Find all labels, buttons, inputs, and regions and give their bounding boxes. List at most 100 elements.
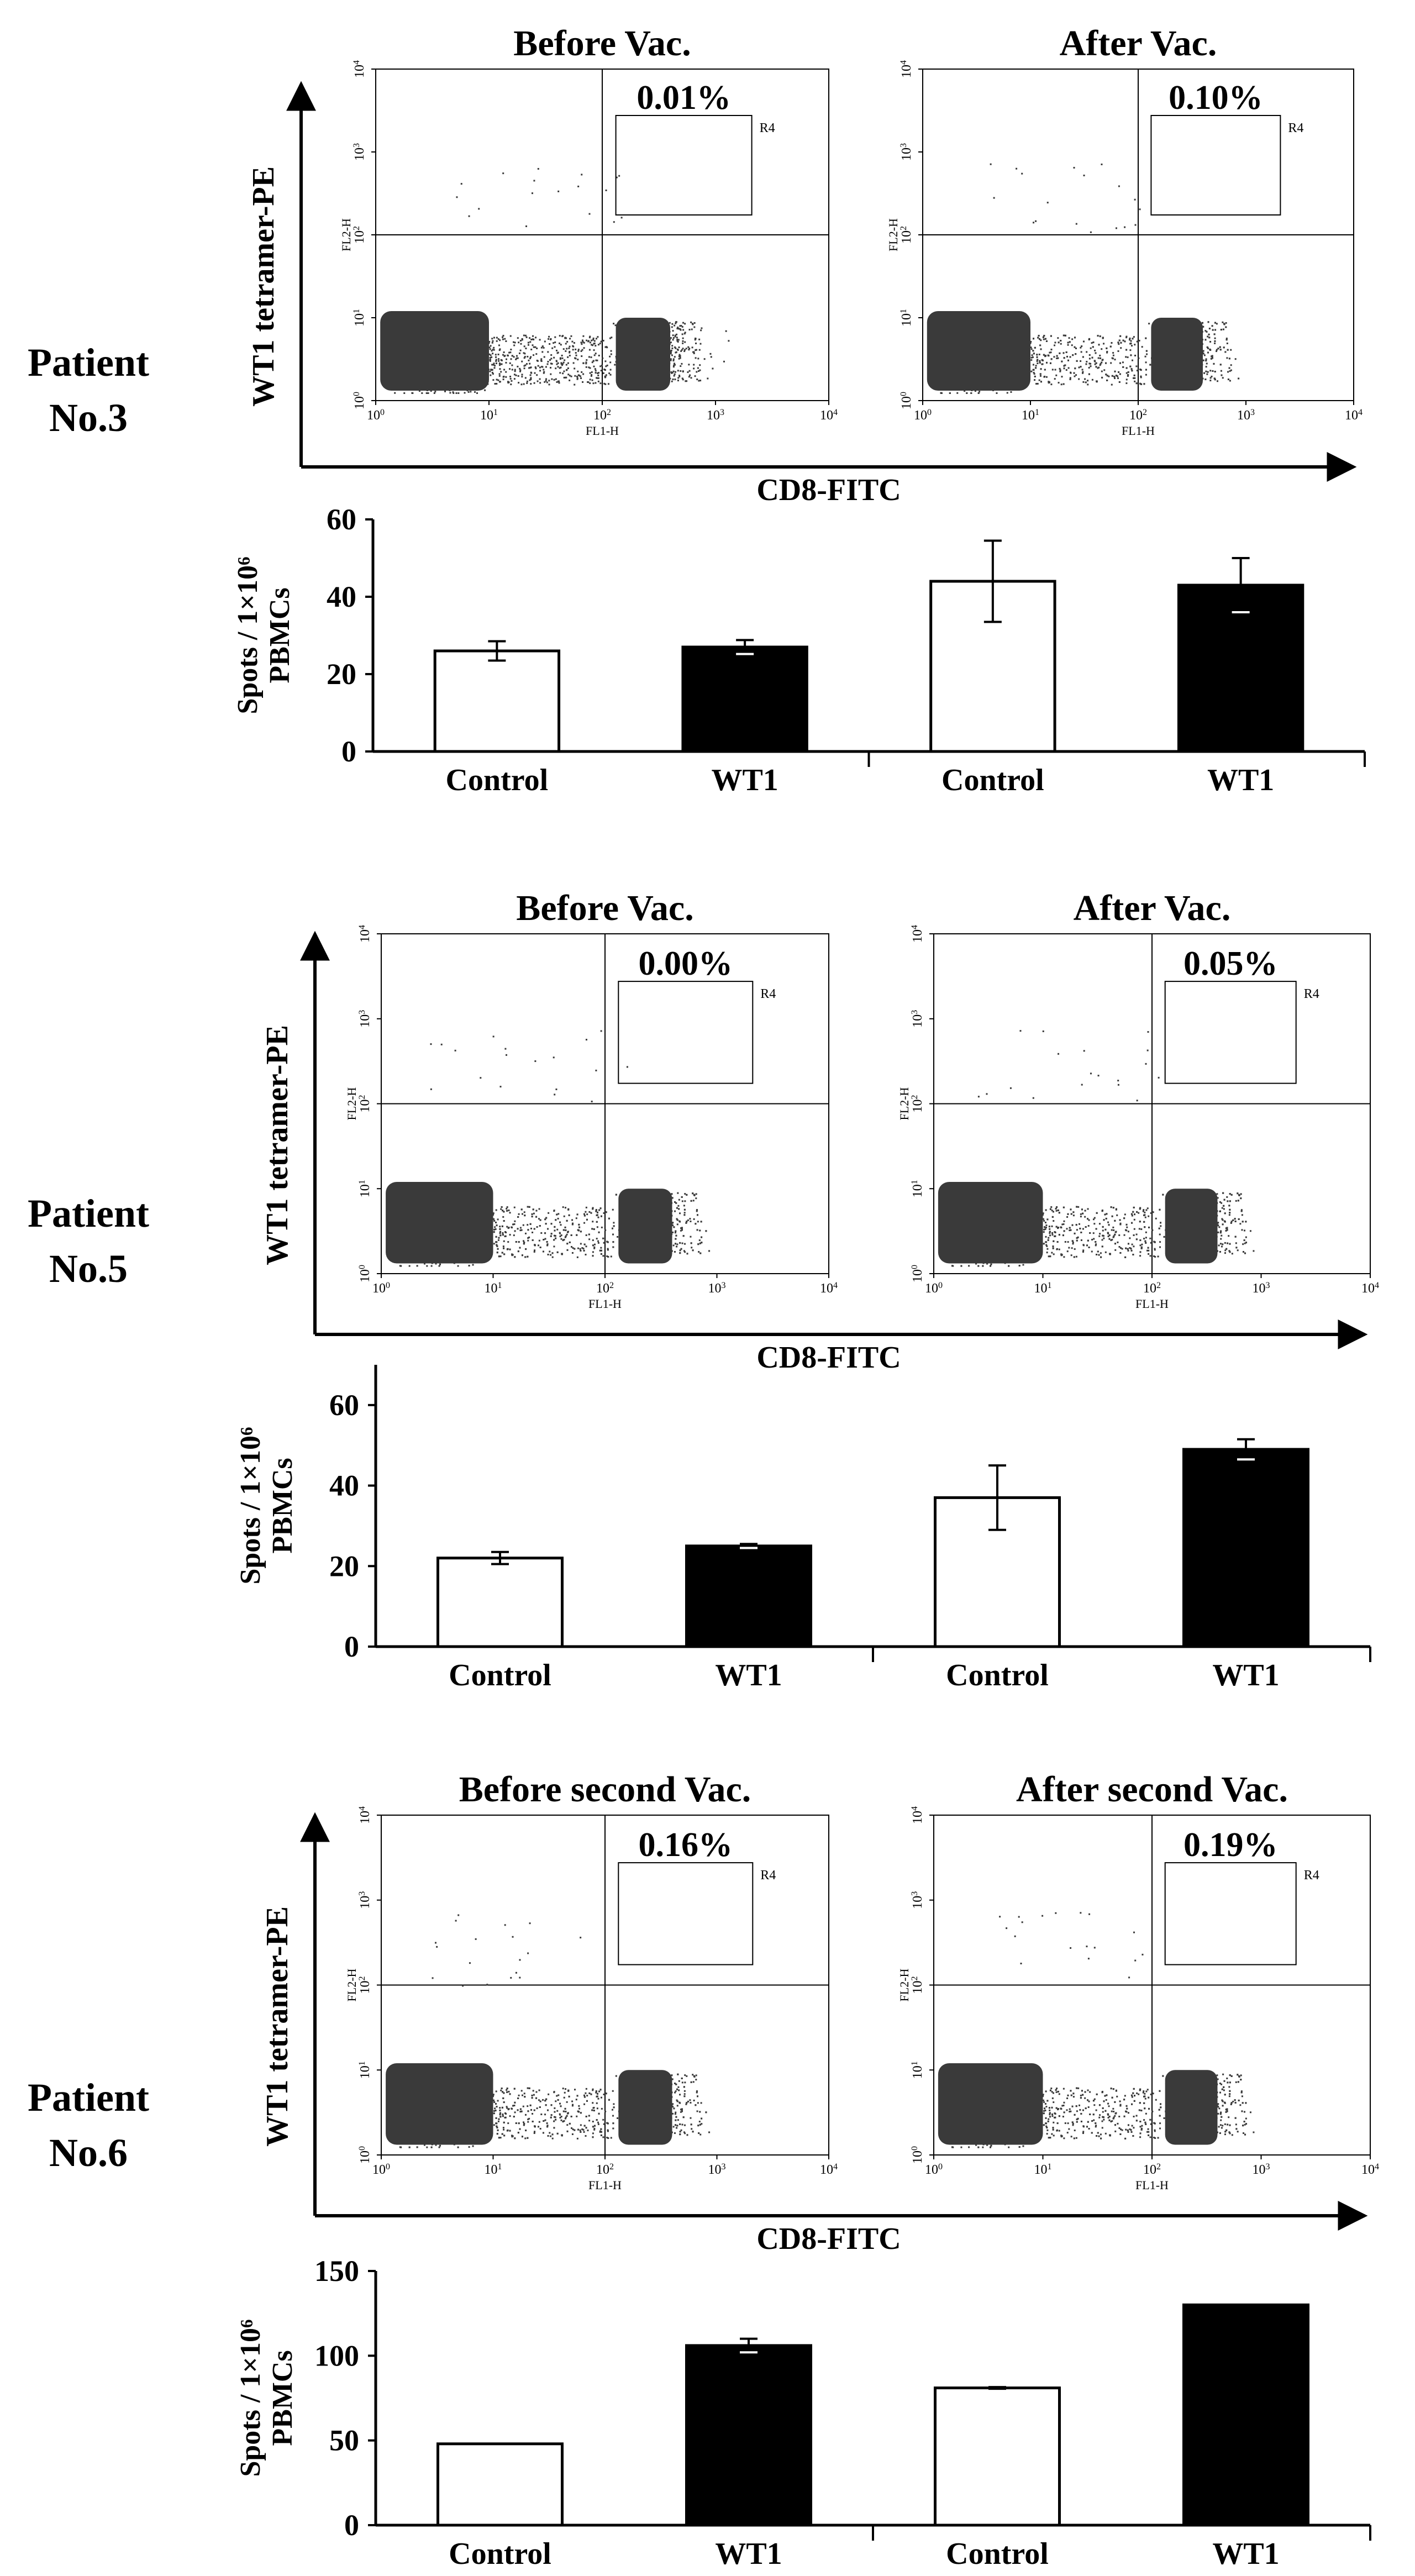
x-decade-tick-label: 100 bbox=[367, 408, 385, 423]
event-dot bbox=[569, 345, 571, 348]
event-dot bbox=[605, 190, 607, 192]
event-dot bbox=[491, 338, 493, 340]
event-dot bbox=[1069, 341, 1071, 343]
event-dot bbox=[493, 349, 495, 351]
event-dot bbox=[683, 333, 686, 335]
event-dot bbox=[515, 355, 518, 357]
event-dot bbox=[681, 377, 683, 380]
gate-percentage: 0.01% bbox=[637, 79, 731, 117]
event-dot bbox=[505, 340, 507, 342]
event-dot bbox=[1062, 383, 1065, 385]
event-dot bbox=[1207, 371, 1209, 373]
event-dot bbox=[1075, 353, 1077, 355]
event-dot bbox=[550, 354, 553, 356]
event-dot bbox=[1033, 371, 1035, 374]
event-dot bbox=[1103, 369, 1106, 371]
event-dot bbox=[1208, 328, 1211, 330]
event-dot bbox=[610, 353, 612, 355]
event-dot bbox=[574, 357, 576, 359]
event-dot bbox=[544, 340, 546, 343]
event-dot bbox=[493, 364, 495, 366]
event-dot bbox=[562, 361, 565, 364]
event-dot bbox=[547, 361, 549, 363]
event-dot bbox=[496, 378, 498, 381]
event-dot bbox=[604, 376, 606, 378]
event-dot bbox=[580, 350, 582, 352]
event-dot bbox=[578, 375, 580, 377]
event-dot bbox=[529, 362, 531, 365]
event-dot bbox=[1105, 374, 1107, 376]
event-dot bbox=[1086, 361, 1088, 363]
event-dot bbox=[497, 338, 499, 340]
event-dot bbox=[1125, 337, 1128, 339]
event-dot bbox=[539, 378, 541, 380]
event-dot bbox=[489, 348, 491, 350]
event-dot bbox=[455, 392, 457, 394]
event-dot bbox=[1042, 336, 1044, 338]
event-dot bbox=[1055, 374, 1058, 376]
event-dot bbox=[681, 333, 683, 335]
event-dot bbox=[498, 360, 500, 362]
event-dot bbox=[1097, 335, 1099, 337]
event-dot bbox=[1211, 325, 1213, 327]
event-dot bbox=[1124, 340, 1126, 343]
event-dot bbox=[581, 339, 583, 341]
event-dot bbox=[502, 335, 504, 337]
event-dot bbox=[1033, 338, 1035, 340]
event-dot bbox=[1056, 355, 1058, 357]
event-dot bbox=[550, 373, 552, 375]
event-dot bbox=[576, 377, 578, 380]
event-dot bbox=[551, 378, 553, 380]
event-dot bbox=[545, 378, 548, 380]
event-dot bbox=[564, 359, 566, 361]
event-dot bbox=[554, 346, 556, 348]
event-dot bbox=[695, 349, 697, 351]
event-dot bbox=[532, 335, 534, 337]
x-decade-exponent: 1 bbox=[493, 408, 498, 417]
event-dot bbox=[1214, 329, 1217, 331]
event-dot bbox=[1228, 358, 1230, 360]
event-dot bbox=[703, 358, 706, 360]
event-dot bbox=[1058, 341, 1060, 344]
event-dot bbox=[1034, 379, 1036, 381]
event-dot bbox=[523, 367, 525, 370]
event-dot bbox=[590, 356, 592, 359]
event-dot bbox=[561, 363, 564, 365]
event-dot bbox=[970, 392, 972, 394]
event-dot bbox=[559, 335, 561, 337]
event-dot bbox=[1211, 357, 1213, 359]
event-dot bbox=[1030, 346, 1032, 349]
event-dot bbox=[555, 367, 557, 370]
event-dot bbox=[673, 375, 675, 377]
event-dot bbox=[511, 364, 513, 366]
event-dot bbox=[525, 334, 527, 337]
event-dot bbox=[698, 349, 701, 351]
event-dot bbox=[572, 362, 575, 364]
y-decade-exponent: 2 bbox=[352, 226, 361, 230]
event-dot bbox=[1036, 356, 1038, 358]
event-dot bbox=[1075, 347, 1077, 349]
event-dot bbox=[505, 371, 507, 373]
event-dot bbox=[613, 221, 615, 223]
event-dot bbox=[1141, 346, 1143, 348]
event-dot bbox=[1088, 373, 1090, 375]
event-dot bbox=[553, 342, 555, 344]
event-dot bbox=[674, 334, 676, 337]
event-dot bbox=[1226, 357, 1228, 359]
event-dot bbox=[604, 383, 607, 385]
event-dot bbox=[1044, 369, 1046, 371]
event-dot bbox=[1135, 382, 1138, 385]
event-dot bbox=[591, 371, 593, 374]
event-dot bbox=[421, 392, 423, 394]
event-dot bbox=[1063, 365, 1065, 367]
event-dot bbox=[1120, 341, 1122, 344]
event-dot bbox=[553, 378, 555, 381]
event-dot bbox=[582, 362, 585, 364]
event-dot bbox=[682, 322, 685, 324]
event-dot bbox=[493, 346, 495, 349]
event-dot bbox=[1038, 334, 1040, 337]
event-dot bbox=[669, 322, 671, 324]
event-dot bbox=[545, 366, 547, 368]
event-dot bbox=[1211, 355, 1213, 357]
event-dot bbox=[557, 190, 560, 192]
